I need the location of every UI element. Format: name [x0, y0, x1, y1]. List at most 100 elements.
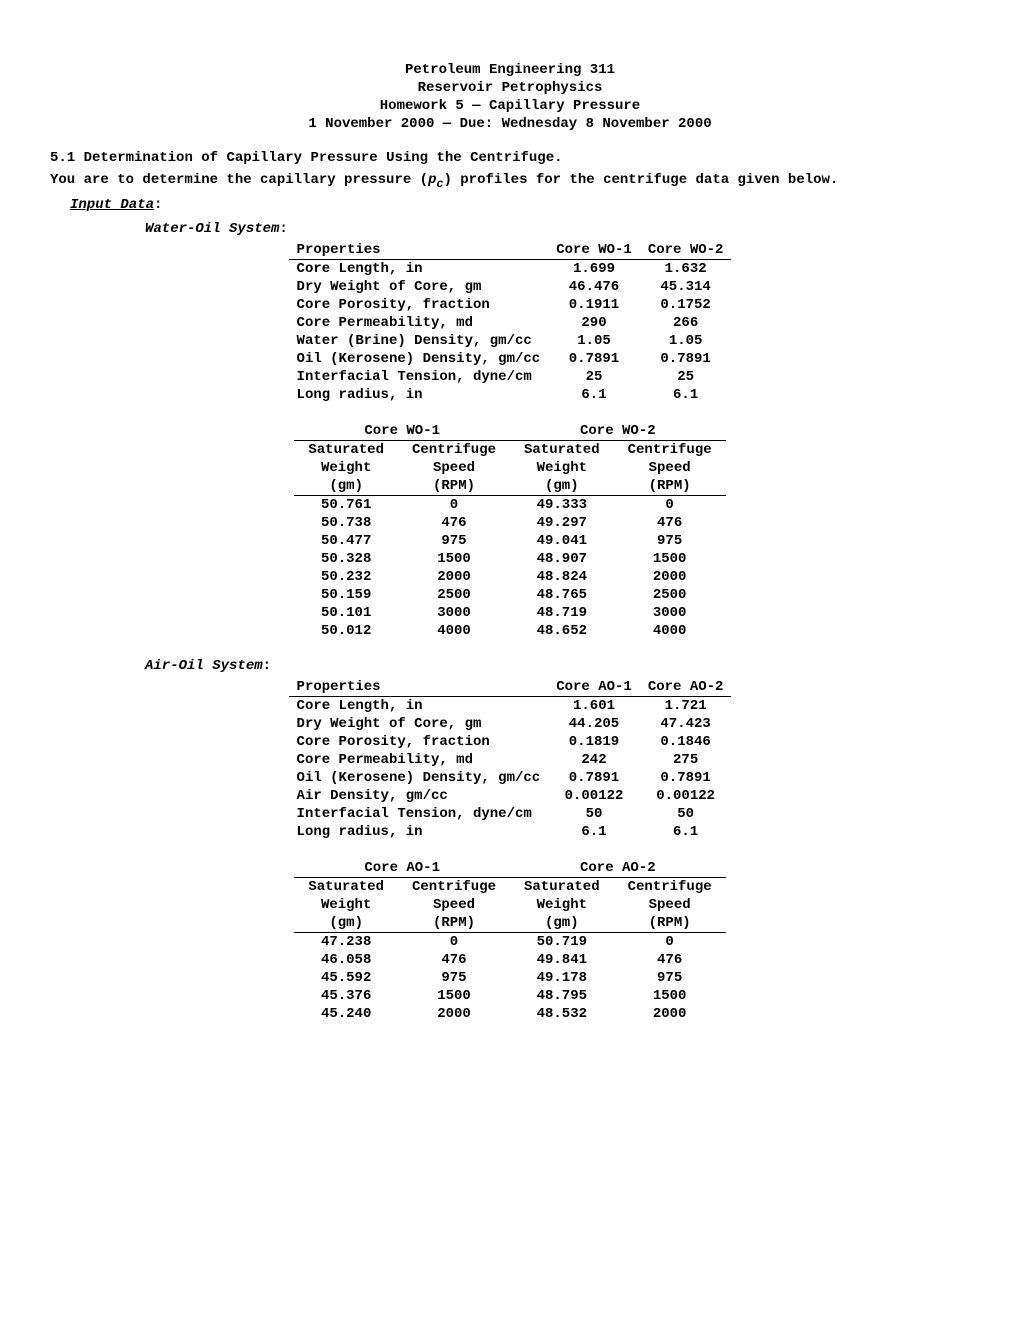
data-cell: 50.101: [294, 604, 398, 622]
prop-value-c1: 0.1819: [548, 733, 640, 751]
props-header: Properties: [289, 241, 549, 260]
data-cell: 2000: [614, 568, 726, 586]
prop-value-c2: 0.1846: [640, 733, 732, 751]
prop-value-c1: 290: [548, 314, 640, 332]
sat-weight-h2-a: Weight: [294, 459, 398, 477]
data-cell: 0: [614, 495, 726, 514]
data-cell: 975: [614, 969, 726, 987]
ao-col1-header: Core AO-1: [548, 678, 640, 697]
sat-weight-h1-c: Saturated: [294, 877, 398, 896]
data-cell: 0: [398, 495, 510, 514]
wo-col1-header: Core WO-1: [548, 241, 640, 260]
data-cell: 3000: [398, 604, 510, 622]
sat-weight-h3-b: (gm): [510, 477, 614, 496]
table-row: 46.05847649.841476: [294, 951, 725, 969]
prop-label: Long radius, in: [289, 386, 549, 404]
sat-weight-h1-b: Saturated: [510, 440, 614, 459]
sat-weight-h3-c: (gm): [294, 914, 398, 933]
speed-h3-a: (RPM): [398, 477, 510, 496]
problem-number: 5.1: [50, 150, 75, 166]
table-row: Long radius, in6.16.1: [289, 823, 732, 841]
speed-h2-c: Speed: [398, 896, 510, 914]
data-cell: 1500: [398, 550, 510, 568]
table-row: Core Permeability, md290266: [289, 314, 732, 332]
table-row: Oil (Kerosene) Density, gm/cc0.78910.789…: [289, 350, 732, 368]
data-cell: 2500: [614, 586, 726, 604]
table-row: Oil (Kerosene) Density, gm/cc0.78910.789…: [289, 769, 732, 787]
data-cell: 48.532: [510, 1005, 614, 1023]
table-row: 50.101300048.7193000: [294, 604, 725, 622]
table-row: Core Porosity, fraction0.18190.1846: [289, 733, 732, 751]
prop-label: Oil (Kerosene) Density, gm/cc: [289, 769, 549, 787]
data-cell: 50.232: [294, 568, 398, 586]
data-cell: 50.738: [294, 514, 398, 532]
data-cell: 47.238: [294, 932, 398, 951]
table-row: Air Density, gm/cc0.001220.00122: [289, 787, 732, 805]
prop-label: Interfacial Tension, dyne/cm: [289, 368, 549, 386]
table-row: Core Length, in1.6991.632: [289, 259, 732, 278]
prop-value-c2: 1.05: [640, 332, 732, 350]
table-row: 50.232200048.8242000: [294, 568, 725, 586]
prop-value-c2: 266: [640, 314, 732, 332]
data-cell: 50.159: [294, 586, 398, 604]
prop-label: Core Length, in: [289, 696, 549, 715]
prop-value-c2: 1.721: [640, 696, 732, 715]
data-cell: 49.841: [510, 951, 614, 969]
air-oil-props-table: Properties Core AO-1 Core AO-2 Core Leng…: [289, 678, 732, 841]
prop-value-c2: 50: [640, 805, 732, 823]
prop-label: Dry Weight of Core, gm: [289, 715, 549, 733]
data-cell: 476: [398, 514, 510, 532]
sat-weight-h2-d: Weight: [510, 896, 614, 914]
data-cell: 975: [398, 969, 510, 987]
sat-weight-h1-a: Saturated: [294, 440, 398, 459]
prop-value-c2: 47.423: [640, 715, 732, 733]
prop-label: Long radius, in: [289, 823, 549, 841]
prop-value-c2: 275: [640, 751, 732, 769]
input-data-label: Input Data:: [70, 197, 970, 213]
data-cell: 48.652: [510, 622, 614, 640]
air-oil-text: Air-Oil System: [145, 658, 263, 674]
data-cell: 476: [614, 951, 726, 969]
speed-h1-b: Centrifuge: [614, 440, 726, 459]
data-cell: 45.592: [294, 969, 398, 987]
prop-label: Core Permeability, md: [289, 751, 549, 769]
data-cell: 0: [614, 932, 726, 951]
wo-data-col2: Core WO-2: [510, 422, 726, 441]
sat-weight-h2-c: Weight: [294, 896, 398, 914]
table-row: 50.012400048.6524000: [294, 622, 725, 640]
data-cell: 48.907: [510, 550, 614, 568]
prop-label: Water (Brine) Density, gm/cc: [289, 332, 549, 350]
header-line-1: Petroleum Engineering 311: [50, 62, 970, 78]
prop-value-c2: 6.1: [640, 386, 732, 404]
problem-title-text: Determination of Capillary Pressure Usin…: [84, 150, 563, 166]
intro-text-a: You are to determine the capillary press…: [50, 172, 428, 188]
props-header-ao: Properties: [289, 678, 549, 697]
table-row: 50.159250048.7652500: [294, 586, 725, 604]
data-cell: 50.477: [294, 532, 398, 550]
table-row: 47.238050.7190: [294, 932, 725, 951]
data-cell: 2000: [614, 1005, 726, 1023]
prop-value-c1: 6.1: [548, 823, 640, 841]
prop-value-c1: 0.00122: [548, 787, 640, 805]
data-cell: 49.297: [510, 514, 614, 532]
prop-value-c1: 0.7891: [548, 769, 640, 787]
sat-weight-h1-d: Saturated: [510, 877, 614, 896]
speed-h3-c: (RPM): [398, 914, 510, 933]
prop-value-c1: 25: [548, 368, 640, 386]
prop-label: Dry Weight of Core, gm: [289, 278, 549, 296]
prop-value-c1: 1.601: [548, 696, 640, 715]
table-row: Interfacial Tension, dyne/cm5050: [289, 805, 732, 823]
data-cell: 975: [398, 532, 510, 550]
data-cell: 476: [614, 514, 726, 532]
table-row: Core Porosity, fraction0.19110.1752: [289, 296, 732, 314]
table-row: 45.376150048.7951500: [294, 987, 725, 1005]
wo-col2-header: Core WO-2: [640, 241, 732, 260]
prop-value-c1: 50: [548, 805, 640, 823]
air-oil-label: Air-Oil System:: [145, 658, 970, 674]
speed-h2-a: Speed: [398, 459, 510, 477]
water-oil-label: Water-Oil System:: [145, 221, 970, 237]
data-cell: 1500: [614, 550, 726, 568]
data-cell: 1500: [398, 987, 510, 1005]
prop-label: Core Length, in: [289, 259, 549, 278]
prop-value-c1: 0.1911: [548, 296, 640, 314]
